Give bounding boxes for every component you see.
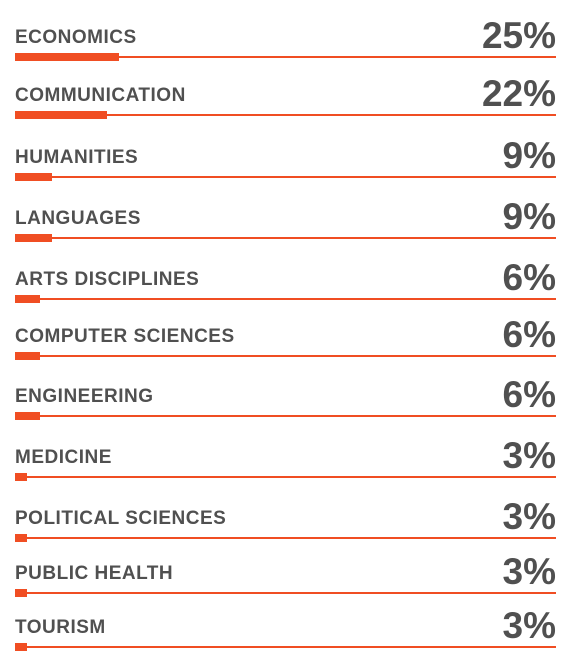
bar-track [15,415,556,417]
chart-row: MEDICINE 3% [15,428,556,481]
value-label: 3% [502,551,556,592]
bar-track [15,476,556,478]
category-label: COMMUNICATION [15,85,186,106]
value-label: 9% [502,135,556,176]
category-label: COMPUTER SCIENCES [15,326,235,347]
chart-row: TOURISM 3% [15,598,556,651]
bar-fill [15,643,27,651]
bar-fill [15,589,27,597]
value-label: 6% [502,314,556,355]
category-label: ARTS DISCIPLINES [15,269,200,290]
chart-row: ECONOMICS 25% [15,8,556,61]
value-label: 3% [502,605,556,646]
bar-fill [15,534,27,542]
value-label: 22% [481,73,556,114]
bar-fill [15,473,27,481]
value-label: 6% [502,374,556,415]
bar-track [15,592,556,594]
category-label: POLITICAL SCIENCES [15,508,227,529]
chart-row: LANGUAGES 9% [15,189,556,242]
bar-track [15,114,556,116]
bar-track [15,646,556,648]
value-label: 6% [502,257,556,298]
bar-track [15,237,556,239]
category-label: TOURISM [15,617,106,638]
bar-fill [15,53,119,61]
bar-track [15,537,556,539]
category-label: ENGINEERING [15,386,154,407]
bar-fill [15,111,107,119]
category-label: LANGUAGES [15,208,141,229]
chart-row: POLITICAL SCIENCES 3% [15,489,556,542]
chart-row: ENGINEERING 6% [15,367,556,420]
chart-row: PUBLIC HEALTH 3% [15,544,556,597]
value-label: 25% [481,15,556,56]
bar-fill [15,352,40,360]
chart-row: HUMANITIES 9% [15,128,556,181]
value-label: 3% [502,496,556,537]
bar-fill [15,295,40,303]
chart-row: COMMUNICATION 22% [15,66,556,119]
category-label: ECONOMICS [15,27,137,48]
bar-fill [15,173,52,181]
category-label: PUBLIC HEALTH [15,563,174,584]
bar-track [15,298,556,300]
bar-track [15,355,556,357]
bar-fill [15,412,40,420]
chart-row: ARTS DISCIPLINES 6% [15,250,556,303]
bar-track [15,176,556,178]
value-label: 3% [502,435,556,476]
category-label: MEDICINE [15,447,112,468]
bar-fill [15,234,52,242]
category-label: HUMANITIES [15,147,139,168]
bar-track [15,56,556,58]
value-label: 9% [502,196,556,237]
chart-row: COMPUTER SCIENCES 6% [15,307,556,360]
